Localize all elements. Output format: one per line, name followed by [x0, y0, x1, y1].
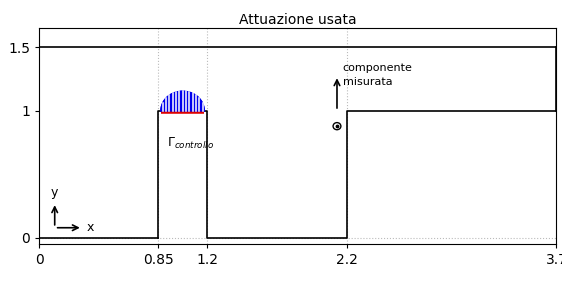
Text: x: x: [87, 221, 94, 234]
Title: Attuazione usata: Attuazione usata: [239, 13, 357, 27]
Text: $\Gamma_{controllo}$: $\Gamma_{controllo}$: [166, 136, 214, 151]
Polygon shape: [161, 91, 204, 111]
Text: componente: componente: [343, 63, 413, 73]
Text: y: y: [51, 185, 58, 199]
Text: misurata: misurata: [343, 77, 392, 87]
